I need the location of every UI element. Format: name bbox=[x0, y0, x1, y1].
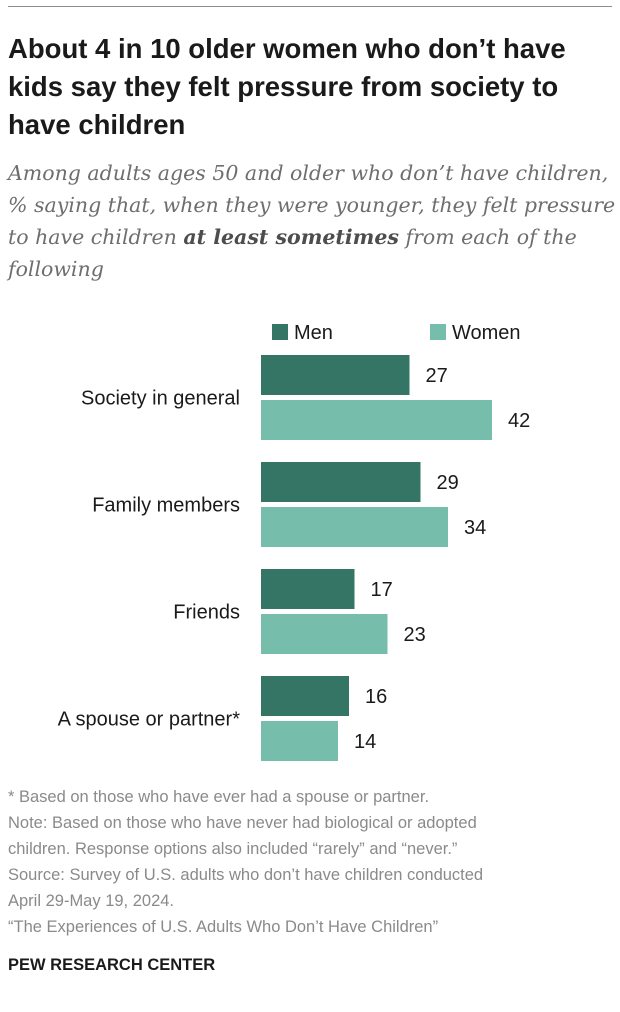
subtitle-text-end: from each of the following bbox=[8, 225, 577, 281]
top-rule bbox=[8, 6, 612, 7]
bar-men bbox=[261, 462, 421, 502]
category-label: Society in general bbox=[81, 388, 240, 410]
bar-women bbox=[261, 614, 388, 654]
value-label: 17 bbox=[371, 579, 393, 601]
value-label: 23 bbox=[404, 624, 426, 646]
bar-men bbox=[261, 355, 410, 395]
value-label: 34 bbox=[464, 517, 486, 539]
legend-swatch-men bbox=[272, 324, 288, 340]
bar-women bbox=[261, 400, 492, 440]
pew-research-center-logo-text: PEW RESEARCH CENTER bbox=[8, 956, 216, 974]
category-label: A spouse or partner* bbox=[58, 709, 241, 731]
legend-swatch-women bbox=[430, 324, 446, 340]
subtitle-text: Among adults ages 50 and older who don’t… bbox=[8, 161, 616, 249]
legend-label-women: Women bbox=[452, 322, 521, 344]
legend-label-men: Men bbox=[294, 322, 333, 344]
value-label: 14 bbox=[354, 731, 376, 753]
value-label: 16 bbox=[365, 686, 387, 708]
chart-title: About 4 in 10 older women who don’t have… bbox=[8, 33, 566, 140]
footnotes: * Based on those who have ever had a spo… bbox=[8, 784, 614, 940]
bar-men bbox=[261, 676, 349, 716]
footnote-source-line-2: April 29-May 19, 2024. bbox=[8, 892, 175, 910]
footnote-asterisk: * Based on those who have ever had a spo… bbox=[8, 788, 430, 806]
category-label: Friends bbox=[173, 602, 240, 624]
value-label: 42 bbox=[508, 410, 530, 432]
chart-subtitle: Among adults ages 50 and older who don’t… bbox=[8, 157, 616, 285]
bar-chart: Men Women Society in general 27 42 Family mem… bbox=[58, 322, 530, 761]
footnote-note-line-1: Note: Based on those who have never had … bbox=[8, 814, 477, 832]
subtitle-emphasis: at least sometimes bbox=[183, 225, 399, 249]
bar-men bbox=[261, 569, 355, 609]
footnote-source-line-1: Source: Survey of U.S. adults who don’t … bbox=[8, 866, 484, 884]
footnote-report-title: “The Experiences of U.S. Adults Who Don’… bbox=[8, 918, 439, 936]
value-label: 27 bbox=[426, 365, 448, 387]
footnote-note-line-2: children. Response options also included… bbox=[8, 840, 458, 858]
bar-women bbox=[261, 507, 448, 547]
value-label: 29 bbox=[437, 472, 459, 494]
bar-women bbox=[261, 721, 338, 761]
category-label: Family members bbox=[92, 495, 240, 517]
